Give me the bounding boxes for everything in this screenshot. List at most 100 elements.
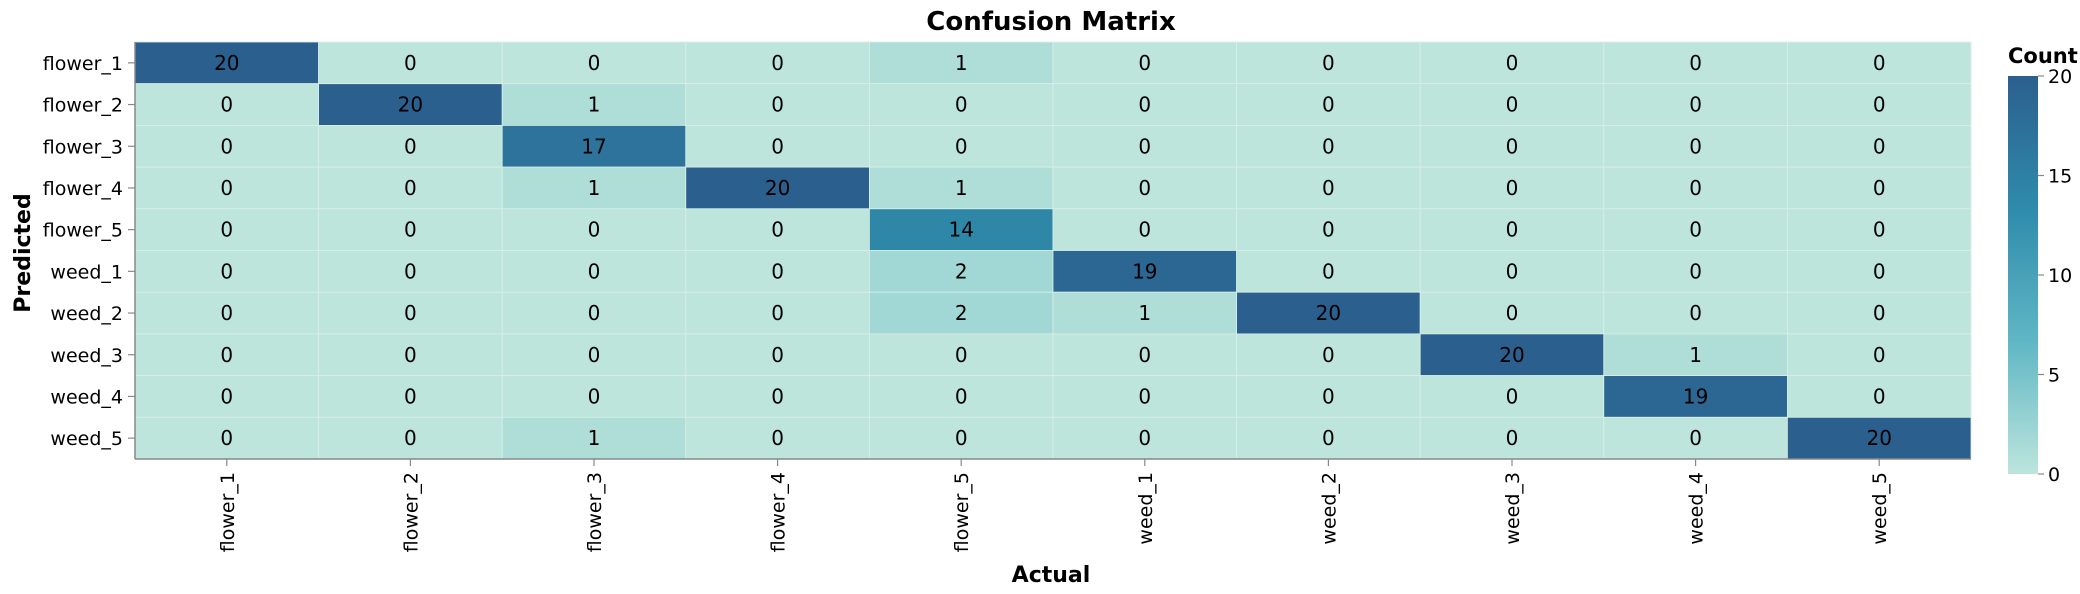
cell-value-label: 0 [955, 134, 968, 158]
cell-value-label: 0 [955, 426, 968, 450]
x-tick-label: flower_1 [217, 472, 239, 552]
cell-value-label: 14 [948, 218, 973, 242]
heatmap-cell [1787, 416, 1972, 460]
y-tick-label: flower_4 [43, 178, 123, 200]
heatmap-cell [1787, 291, 1972, 335]
heatmap-cell [134, 250, 320, 293]
cell-value-label: 0 [588, 343, 601, 367]
y-axis-title: Predicted [11, 193, 36, 312]
heatmap-cell [1236, 208, 1421, 251]
cell-value-label: 0 [1873, 384, 1886, 408]
cell-value-label: 0 [404, 426, 417, 450]
cell-value-label: 0 [1873, 218, 1886, 242]
cell-value-label: 1 [588, 426, 601, 450]
heatmap-cell [1419, 333, 1605, 376]
cell-value-label: 0 [1873, 343, 1886, 367]
x-tick-label: flower_3 [584, 472, 606, 552]
heatmap-cell [134, 291, 320, 335]
heatmap-cell [685, 333, 870, 376]
y-tick-label: weed_5 [50, 428, 123, 450]
heatmap-cell [1419, 83, 1605, 126]
cell-value-label: 0 [404, 301, 417, 325]
heatmap-cell [685, 375, 870, 418]
heatmap-cell [1787, 166, 1972, 210]
cell-value-label: 0 [1689, 301, 1702, 325]
heatmap-cell [134, 41, 320, 85]
color-legend: Count 0 5 10 15 20 [2008, 44, 2078, 486]
y-tick-label: weed_2 [50, 303, 123, 325]
cell-value-label: 20 [398, 93, 423, 117]
y-tick-label: weed_4 [50, 386, 123, 408]
cell-value-label: 20 [214, 51, 239, 75]
y-tick-label: flower_3 [43, 136, 123, 158]
heatmap-cell [685, 83, 870, 126]
cell-value-label: 0 [1873, 176, 1886, 200]
heatmap-cell [1603, 416, 1788, 460]
cell-value-label: 0 [1506, 384, 1519, 408]
heatmap-cell [685, 41, 870, 85]
cell-value-label: 0 [220, 93, 233, 117]
heatmap-cell [1052, 291, 1238, 335]
cell-value-label: 0 [404, 51, 417, 75]
cell-value-label: 0 [404, 176, 417, 200]
legend-tick-label: 5 [2048, 365, 2060, 387]
heatmap-cell [869, 375, 1054, 418]
heatmap-cell [1236, 416, 1421, 460]
y-tick-label: weed_3 [50, 345, 123, 367]
cell-value-label: 0 [771, 343, 784, 367]
heatmap-cell [1236, 291, 1421, 335]
cell-value-label: 2 [955, 259, 968, 283]
cell-value-label: 0 [1506, 51, 1519, 75]
cell-value-label: 0 [1873, 301, 1886, 325]
cell-value-label: 0 [1138, 426, 1151, 450]
cell-value-label: 0 [1322, 93, 1335, 117]
cell-value-label: 0 [1689, 93, 1702, 117]
legend-color-bar [2008, 76, 2038, 474]
cell-value-label: 1 [588, 176, 601, 200]
cell-value-label: 0 [1322, 384, 1335, 408]
x-tick-label: weed_4 [1686, 472, 1708, 545]
cell-value-label: 0 [1506, 176, 1519, 200]
heatmap-cell [869, 166, 1054, 210]
heatmap-cell-labels: 20 0 0 0 1 0 0 0 0 00 20 1 0 0 0 0 0 0 00 0 17 0 0 0 0 0 0 00 0 1 20 1 0… [214, 51, 1892, 450]
cell-value-label: 0 [1689, 51, 1702, 75]
heatmap-cell [869, 41, 1054, 85]
cell-value-label: 0 [404, 218, 417, 242]
heatmap-cell [1419, 166, 1605, 210]
cell-value-label: 0 [1322, 218, 1335, 242]
cell-value-label: 0 [1506, 93, 1519, 117]
heatmap-cell [1236, 125, 1421, 168]
heatmap-cell [1603, 333, 1788, 376]
heatmap-cell [318, 83, 503, 126]
heatmap-cell [501, 250, 687, 293]
heatmap-cell [1603, 166, 1788, 210]
cell-value-label: 0 [1138, 384, 1151, 408]
cell-value-label: 0 [955, 93, 968, 117]
cell-value-label: 1 [955, 51, 968, 75]
heatmap-cell [501, 83, 687, 126]
heatmap-cell [1052, 375, 1238, 418]
cell-value-label: 0 [220, 218, 233, 242]
cell-value-label: 0 [771, 218, 784, 242]
cell-value-label: 0 [1689, 218, 1702, 242]
cell-value-label: 17 [581, 134, 606, 158]
cell-value-label: 0 [1873, 51, 1886, 75]
y-axis: flower_1 flower_2 flower_3 flower_4 flower_5… [43, 53, 135, 450]
cell-value-label: 0 [1506, 218, 1519, 242]
cell-value-label: 0 [1138, 134, 1151, 158]
legend-tick-label: 0 [2048, 464, 2060, 486]
cell-value-label: 0 [1322, 176, 1335, 200]
x-tick-label: flower_4 [768, 472, 790, 552]
cell-value-label: 0 [1689, 259, 1702, 283]
heatmap-cell [1787, 333, 1972, 376]
heatmap-cell [1052, 250, 1238, 293]
heatmap-cell [685, 291, 870, 335]
cell-value-label: 20 [1866, 426, 1891, 450]
heatmap-cell [501, 375, 687, 418]
heatmap-cell [1236, 166, 1421, 210]
cell-value-label: 0 [220, 259, 233, 283]
cell-value-label: 19 [1683, 384, 1708, 408]
cell-value-label: 0 [220, 343, 233, 367]
heatmap-cell [685, 250, 870, 293]
